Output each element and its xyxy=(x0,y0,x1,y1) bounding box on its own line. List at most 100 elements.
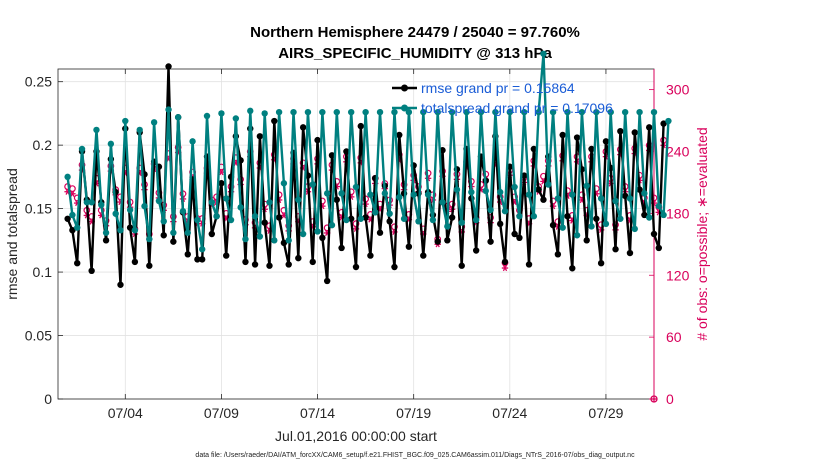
series-point-totalspread xyxy=(472,216,480,224)
series-point-totalspread xyxy=(223,195,230,202)
series-point-totalspread xyxy=(588,223,595,230)
legend-rmse-label: rmse grand pr = 0.15864 xyxy=(421,80,575,96)
y-left-tick-label: 0 xyxy=(44,391,52,407)
series-point-totalspread xyxy=(396,193,403,201)
series-point-totalspread xyxy=(420,108,427,116)
series-point-rmse xyxy=(160,232,167,239)
series-point-totalspread xyxy=(463,108,470,116)
series-point-totalspread xyxy=(650,108,658,116)
series-point-totalspread xyxy=(319,108,326,116)
series-point-rmse xyxy=(208,230,216,238)
series-point-totalspread xyxy=(631,225,638,233)
series-point-rmse xyxy=(256,133,264,140)
series-point-rmse xyxy=(626,249,634,257)
series-point-rmse xyxy=(444,237,451,244)
series-point-rmse xyxy=(617,127,624,135)
series-point-totalspread xyxy=(338,190,345,197)
x-tick-label: 07/19 xyxy=(396,405,431,421)
x-tick-labels: 07/04 07/09 07/14 07/19 07/24 07/29 xyxy=(108,405,624,421)
series-point-totalspread xyxy=(126,206,134,214)
series-point-totalspread xyxy=(117,226,124,234)
series-point-totalspread xyxy=(434,108,441,116)
series-point-rmse xyxy=(448,214,456,221)
y-right-tick-label: 60 xyxy=(666,329,682,345)
series-point-totalspread xyxy=(69,211,76,219)
obs-evaluated-marker xyxy=(501,264,509,272)
series-point-totalspread xyxy=(280,180,288,187)
series-point-totalspread xyxy=(198,246,206,253)
series-point-totalspread xyxy=(83,199,91,206)
obs-zero-evaluated-marker xyxy=(650,395,658,403)
series-line-totalspread xyxy=(66,52,670,251)
series-point-totalspread xyxy=(386,210,393,217)
series-point-rmse xyxy=(386,218,393,225)
series-point-totalspread xyxy=(88,199,95,206)
series-point-rmse xyxy=(184,251,191,258)
series-point-rmse xyxy=(376,229,384,236)
series-point-totalspread xyxy=(516,213,523,220)
series-point-totalspread xyxy=(415,218,422,225)
series-point-totalspread xyxy=(439,199,446,206)
series-point-rmse xyxy=(319,234,326,242)
y-left-tick-label: 0.15 xyxy=(25,201,52,217)
series-point-rmse xyxy=(612,246,619,253)
series-point-totalspread xyxy=(501,207,509,215)
series-point-rmse xyxy=(472,247,480,254)
series-point-rmse xyxy=(117,281,124,288)
series-point-totalspread xyxy=(150,119,158,126)
series-point-totalspread xyxy=(477,108,485,116)
series-point-totalspread xyxy=(429,216,437,224)
series-point-totalspread xyxy=(525,191,533,198)
x-tick-label: 07/04 xyxy=(108,405,143,421)
x-tick-label: 07/14 xyxy=(300,405,335,421)
series-point-totalspread xyxy=(540,50,547,57)
series-point-rmse xyxy=(496,220,504,228)
y-axis-label-left: rmse and totalspread xyxy=(4,168,20,300)
series-point-rmse xyxy=(559,131,566,139)
series-point-totalspread xyxy=(107,140,115,148)
series-point-rmse xyxy=(660,120,667,127)
series-point-rmse xyxy=(530,145,538,153)
series-point-totalspread xyxy=(554,195,562,202)
series-point-totalspread xyxy=(189,138,196,145)
data-file-footer: data file: /Users/raeder/DAI/ATM_forcXX/… xyxy=(195,452,635,459)
series-point-rmse xyxy=(266,262,273,269)
series-point-totalspread xyxy=(304,108,312,116)
series-point-totalspread xyxy=(400,215,408,222)
series-point-totalspread xyxy=(285,237,292,244)
series-point-rmse xyxy=(309,258,316,266)
series-point-rmse xyxy=(357,122,365,130)
series-point-rmse xyxy=(299,124,307,131)
series-point-totalspread xyxy=(405,108,413,116)
series-point-totalspread xyxy=(665,117,672,125)
series-point-totalspread xyxy=(290,108,297,116)
series-point-totalspread xyxy=(559,224,566,231)
series-point-totalspread xyxy=(208,199,216,206)
series-point-totalspread xyxy=(617,215,624,222)
series-point-totalspread xyxy=(64,173,71,181)
series-point-rmse xyxy=(540,196,547,203)
series-point-totalspread xyxy=(242,235,249,243)
series-point-totalspread xyxy=(362,108,369,116)
series-point-totalspread xyxy=(237,204,244,211)
series-point-totalspread xyxy=(655,202,663,210)
obs-possible-marker xyxy=(352,220,360,228)
series-point-totalspread xyxy=(112,210,119,217)
x-tick-label: 07/09 xyxy=(204,405,239,421)
series-point-totalspread xyxy=(328,221,336,229)
series-point-rmse xyxy=(516,234,523,242)
series-point-totalspread xyxy=(612,197,619,205)
series-point-totalspread xyxy=(444,223,451,230)
x-tick-label: 07/29 xyxy=(588,405,623,421)
series-point-rmse xyxy=(405,243,413,250)
series-point-totalspread xyxy=(602,220,610,228)
series-point-totalspread xyxy=(347,108,355,116)
series-point-totalspread xyxy=(583,182,590,189)
series-point-totalspread xyxy=(295,196,302,203)
series-point-totalspread xyxy=(333,108,340,116)
y-left-tick-label: 0.1 xyxy=(33,264,53,280)
series-point-totalspread xyxy=(93,126,100,134)
series-point-rmse xyxy=(343,148,350,155)
y-left-tick-labels: 0 0.05 0.1 0.15 0.2 0.25 xyxy=(25,74,52,407)
series-point-rmse xyxy=(602,138,610,145)
